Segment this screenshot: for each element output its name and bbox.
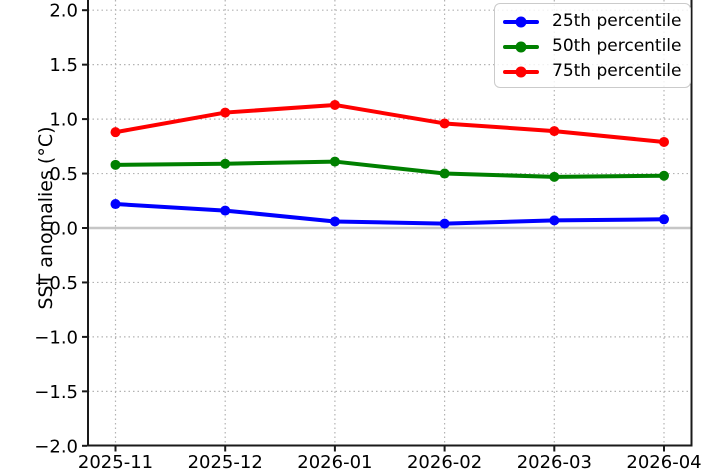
x-tick-label: 2025-11 [78, 452, 153, 473]
y-axis-label: SST anomalies (°C) [35, 126, 57, 310]
legend-line-sample [503, 41, 539, 52]
y-tick-label: 1.0 [49, 110, 78, 131]
x-tick-label: 2026-01 [297, 452, 372, 473]
data-point-25th-2026-01 [329, 216, 340, 227]
legend-item-75th-percentile: 75th percentile [503, 59, 690, 84]
x-tick-label: 2026-04 [626, 452, 701, 473]
y-tick-label: 0.5 [49, 164, 78, 185]
legend-marker-dot-icon [515, 41, 527, 52]
data-point-75th-2026-02 [439, 118, 450, 129]
y-tick-label: −1.0 [34, 327, 78, 348]
legend-label: 25th percentile [552, 11, 682, 31]
legend-line-sample [503, 16, 539, 27]
legend: 25th percentile 50th percentile 75th per… [494, 3, 691, 88]
legend-item-50th-percentile: 50th percentile [503, 34, 690, 59]
y-tick-label: −0.5 [34, 273, 78, 294]
data-point-75th-2026-01 [329, 99, 340, 110]
data-point-25th-2026-04 [659, 214, 669, 225]
legend-label: 75th percentile [552, 61, 682, 81]
legend-marker-dot-icon [515, 16, 527, 27]
y-tick-label: 0.0 [49, 219, 78, 240]
data-point-50th-2026-03 [549, 171, 560, 182]
series-line-25th-percentile [113, 202, 666, 226]
legend-line-sample [503, 66, 539, 77]
data-point-75th-2025-12 [220, 107, 231, 118]
data-point-25th-2025-11 [110, 199, 121, 210]
data-point-75th-2025-11 [110, 127, 121, 138]
data-point-50th-2025-11 [110, 159, 121, 170]
y-tick-label: −2.0 [34, 436, 78, 457]
data-point-25th-2026-02 [439, 218, 450, 229]
x-tick-label: 2026-02 [407, 452, 482, 473]
y-tick-label: 2.0 [49, 1, 78, 22]
data-point-50th-2025-12 [220, 158, 231, 169]
legend-label: 50th percentile [552, 36, 682, 56]
legend-item-25th-percentile: 25th percentile [503, 9, 690, 34]
x-tick-label: 2025-12 [188, 452, 263, 473]
series-line-75th-percentile [113, 102, 666, 144]
legend-marker-dot-icon [515, 66, 527, 77]
data-point-25th-2025-12 [220, 205, 231, 216]
y-tick-label: 1.5 [49, 55, 78, 76]
data-point-50th-2026-04 [659, 170, 669, 181]
x-tick-label: 2026-03 [517, 452, 592, 473]
data-point-75th-2026-04 [659, 136, 669, 147]
y-tick-label: −1.5 [34, 382, 78, 403]
data-point-50th-2026-02 [439, 168, 450, 179]
data-point-75th-2026-03 [549, 126, 560, 137]
data-point-25th-2026-03 [549, 215, 560, 226]
data-point-50th-2026-01 [329, 156, 340, 167]
series-line-50th-percentile [113, 159, 666, 179]
